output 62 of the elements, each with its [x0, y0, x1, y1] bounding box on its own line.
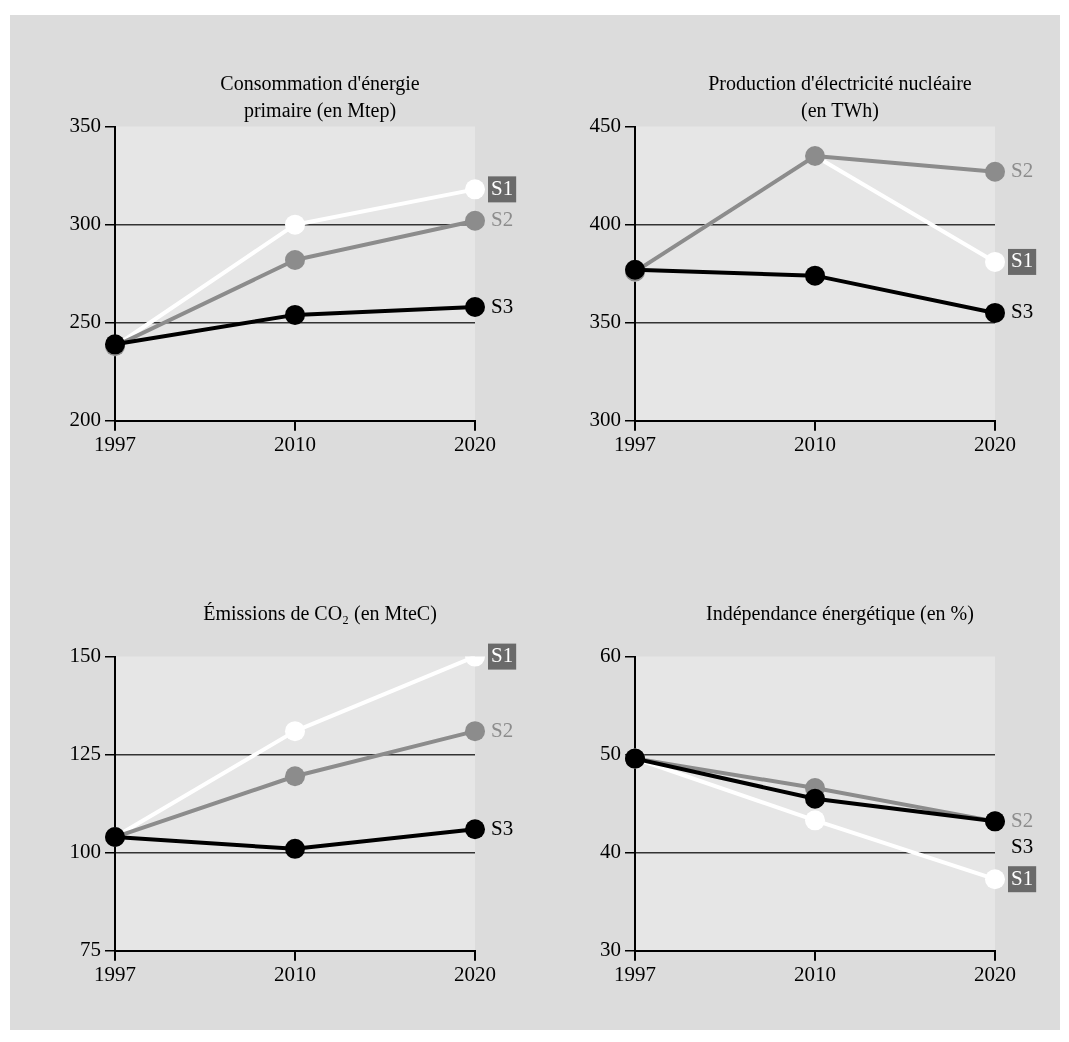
chart-title: Émissions de CO₂ (en MteC) [202, 601, 438, 627]
series-label: S2 [491, 207, 514, 232]
x-tick-label: 2010 [794, 961, 836, 986]
chart-title: Production d'électricité nucléaire (en TWh) [707, 71, 973, 124]
point [805, 265, 825, 286]
x-tick-label: 2020 [454, 961, 496, 986]
series-label: S1 [491, 175, 514, 200]
point [805, 788, 825, 809]
y-tick-label: 300 [589, 407, 621, 432]
x-tick-label: 1997 [94, 431, 136, 456]
point [465, 819, 485, 840]
series-label: S3 [1011, 299, 1034, 324]
y-tick-label: 100 [69, 839, 101, 864]
point [465, 721, 485, 742]
x-tick-label: 2020 [974, 961, 1016, 986]
series-label: S3 [491, 815, 514, 840]
point [805, 810, 825, 831]
chart-title: Consommation d'énergie primaire (en Mtep) [219, 71, 421, 124]
x-tick-label: 2010 [274, 431, 316, 456]
point [285, 214, 305, 235]
x-tick-label: 2010 [794, 431, 836, 456]
x-tick-label: 1997 [614, 431, 656, 456]
series-label: S1 [1011, 865, 1034, 890]
point [465, 179, 485, 200]
y-tick-label: 450 [589, 113, 621, 138]
point [465, 210, 485, 231]
y-tick-label: 300 [69, 211, 101, 236]
series-label: S2 [491, 717, 514, 742]
y-tick-label: 150 [69, 643, 101, 668]
y-tick-label: 350 [589, 309, 621, 334]
series-label: S3 [491, 293, 514, 318]
y-tick-label: 40 [600, 839, 621, 864]
point [985, 161, 1005, 182]
series-label: S1 [1011, 248, 1034, 273]
y-tick-label: 350 [69, 113, 101, 138]
point [465, 297, 485, 318]
y-tick-label: 50 [600, 741, 621, 766]
x-tick-label: 1997 [614, 961, 656, 986]
series-label: S3 [1011, 833, 1034, 858]
y-tick-label: 75 [80, 937, 101, 962]
series-label: S2 [1011, 807, 1034, 832]
series-label: S1 [491, 643, 514, 668]
x-tick-label: 2020 [974, 431, 1016, 456]
series-label: S2 [1011, 158, 1034, 183]
x-tick-label: 1997 [94, 961, 136, 986]
y-tick-label: 200 [69, 407, 101, 432]
x-tick-label: 2010 [274, 961, 316, 986]
point [985, 302, 1005, 323]
point [285, 721, 305, 742]
point [285, 838, 305, 859]
y-tick-label: 125 [69, 741, 101, 766]
y-tick-label: 30 [600, 937, 621, 962]
point [985, 869, 1005, 890]
point [985, 251, 1005, 272]
point [285, 304, 305, 325]
chart-title: Indépendance énergétique (en %) [705, 601, 975, 627]
y-tick-label: 60 [600, 643, 621, 668]
y-tick-label: 250 [69, 309, 101, 334]
point [285, 249, 305, 270]
point [285, 766, 305, 787]
x-tick-label: 2020 [454, 431, 496, 456]
y-tick-label: 400 [589, 211, 621, 236]
